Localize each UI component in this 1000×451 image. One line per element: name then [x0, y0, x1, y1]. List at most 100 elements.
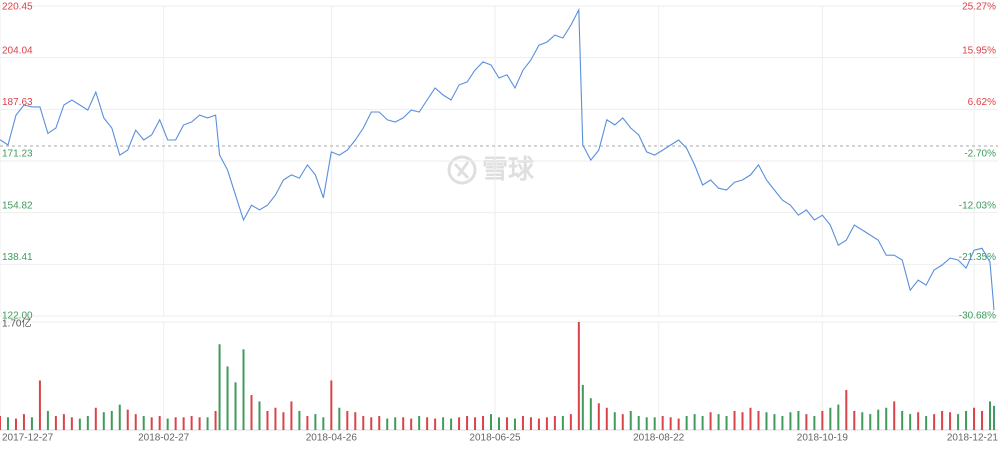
volume-bar [466, 416, 469, 430]
volume-bar [70, 417, 73, 430]
volume-bar [362, 416, 365, 430]
y2-tick-label: -12.03% [959, 200, 996, 211]
volume-bar [14, 418, 17, 430]
volume-bar [394, 417, 397, 430]
y2-tick-label: -30.68% [959, 311, 996, 322]
volume-bar [701, 416, 704, 430]
volume-bar [569, 414, 572, 430]
volume-bar [645, 417, 648, 430]
volume-tick-label: 1.70亿 [2, 317, 31, 330]
volume-bar [62, 414, 65, 430]
y-tick-label: 204.04 [2, 45, 33, 56]
watermark: 雪球 [447, 154, 535, 185]
volume-bar [813, 416, 816, 430]
volume-bar [250, 395, 253, 430]
x-tick-label: 2018-04-26 [306, 433, 358, 444]
volume-bar [38, 380, 41, 430]
volume-bar [941, 410, 944, 430]
volume-bar [893, 401, 896, 430]
volume-bar [581, 384, 584, 430]
volume-bar [338, 407, 341, 430]
volume-bar [949, 412, 952, 430]
volume-bar [589, 398, 592, 430]
volume-bar [378, 416, 381, 430]
volume-bar [505, 417, 508, 430]
volume-bar [190, 416, 193, 430]
volume-bar [577, 322, 580, 430]
volume-bar [274, 407, 277, 430]
volume-bar [965, 410, 968, 430]
volume-bar [993, 405, 996, 430]
y-tick-label: 171.23 [2, 149, 33, 160]
volume-bar [845, 389, 848, 430]
volume-bar [733, 410, 736, 430]
volume-bar [925, 416, 928, 430]
volume-bar [725, 416, 728, 430]
watermark-text: 雪球 [482, 154, 535, 184]
volume-bar [0, 416, 1, 430]
volume-bar [749, 407, 752, 430]
volume-bar [537, 418, 540, 430]
x-tick-label: 2018-12-21 [947, 433, 999, 444]
volume-bar [885, 407, 888, 430]
volume-bar [717, 414, 720, 430]
volume-bar [182, 417, 185, 430]
volume-bar [561, 416, 564, 430]
x-tick-label: 2018-06-25 [469, 433, 521, 444]
volume-bar [410, 418, 413, 430]
y2-tick-label: -21.35% [959, 252, 996, 263]
volume-bar [22, 414, 25, 430]
volume-bar [226, 366, 229, 430]
volume-bar [653, 417, 656, 430]
volume-bar [142, 416, 145, 430]
volume-bar [150, 417, 153, 430]
volume-bar [306, 416, 309, 430]
volume-bar [94, 407, 97, 430]
volume-bar [258, 401, 261, 430]
volume-bar [709, 412, 712, 430]
volume-bar [450, 418, 453, 430]
volume-bar [126, 409, 129, 430]
x-tick-label: 2018-02-27 [138, 433, 190, 444]
volume-bar [781, 416, 784, 430]
y-tick-label: 220.45 [2, 2, 33, 13]
volume-bar [242, 349, 245, 430]
volume-bar [102, 412, 105, 430]
volume-bar [174, 417, 177, 430]
watermark-icon [453, 161, 470, 180]
watermark-icon [447, 155, 477, 185]
volume-bar [553, 416, 556, 430]
volume-bar [458, 417, 461, 430]
volume-bar [741, 412, 744, 430]
volume-bar [198, 417, 201, 430]
volume-bar [46, 410, 49, 430]
volume-bar [298, 410, 301, 430]
volume-bar [853, 410, 856, 430]
y2-tick-label: -2.70% [964, 149, 996, 160]
volume-bar [677, 418, 680, 430]
volume-bar [933, 414, 936, 430]
volume-bar [637, 416, 640, 430]
volume-bar [797, 410, 800, 430]
volume-bar [110, 410, 113, 430]
volume-bar [282, 412, 285, 430]
volume-bar [330, 380, 333, 430]
volume-bar [861, 412, 864, 430]
volume-bar [234, 382, 237, 430]
volume-bar [402, 417, 405, 430]
volume-bar [118, 404, 121, 430]
volume-bar [354, 412, 357, 430]
volume-bar [545, 417, 548, 430]
volume-bar [829, 407, 832, 430]
volume-bar [597, 403, 600, 430]
volume-bar [957, 414, 960, 430]
volume-bar [513, 418, 516, 430]
volume-bar [917, 412, 920, 430]
volume-bar [757, 410, 760, 430]
volume-bar [54, 416, 57, 430]
volume-bar [605, 407, 608, 430]
volume-bar [6, 417, 9, 430]
volume-bar [901, 410, 904, 430]
y-tick-label: 138.41 [2, 252, 33, 263]
